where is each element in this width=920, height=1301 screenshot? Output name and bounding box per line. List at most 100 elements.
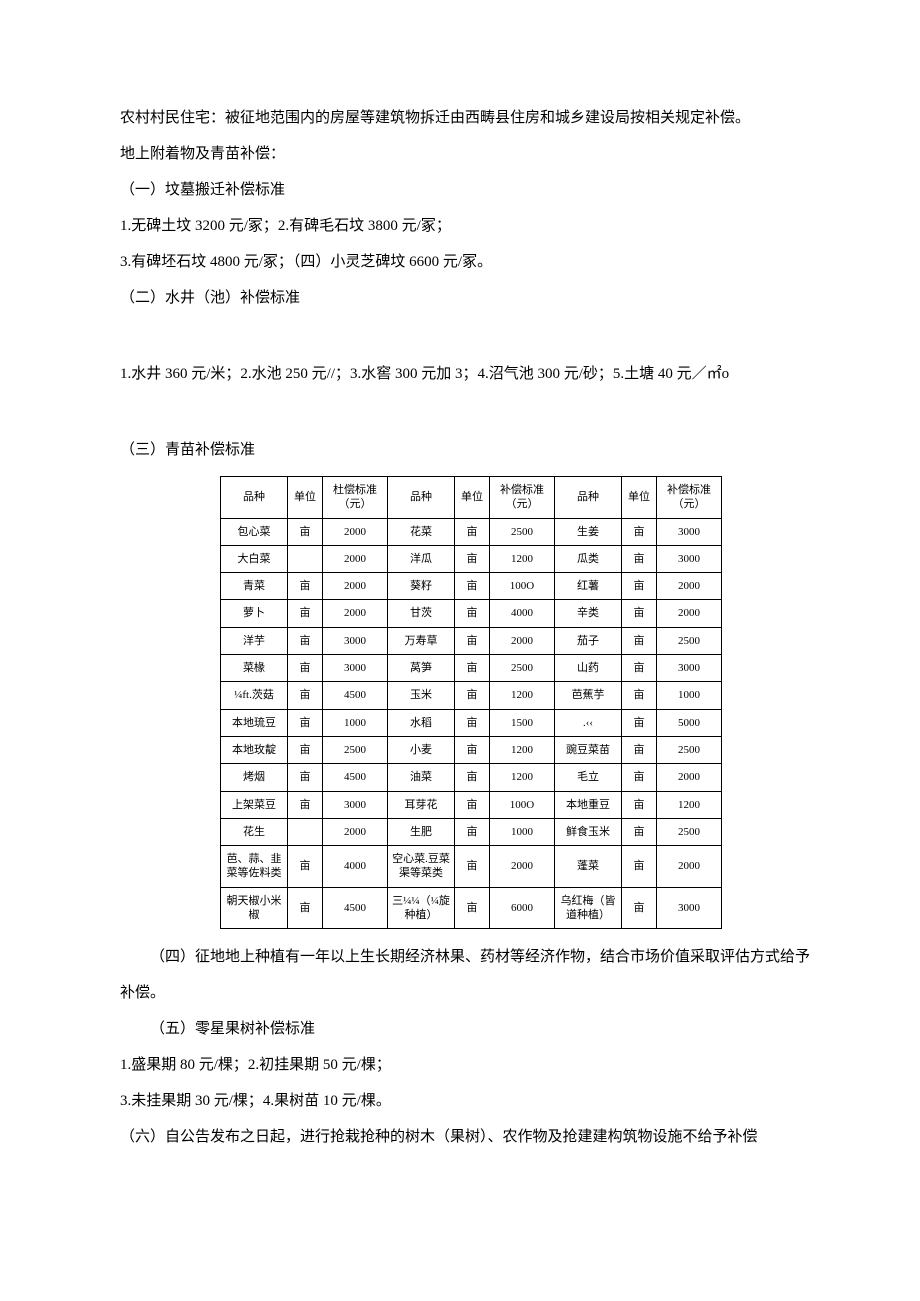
table-cell: 亩 [455, 573, 490, 600]
table-cell: 朝天椒小米椒 [221, 887, 288, 929]
table-cell: 2000 [323, 600, 388, 627]
table-cell: 亩 [288, 736, 323, 763]
table-cell: 亩 [288, 887, 323, 929]
table-cell: 烤烟 [221, 764, 288, 791]
table-cell: 亩 [622, 764, 657, 791]
table-cell: 亩 [622, 545, 657, 572]
table-cell: 亩 [622, 627, 657, 654]
table-cell: 4500 [323, 887, 388, 929]
section-1-title: （一）坟墓搬迁补偿标准 [120, 172, 820, 208]
table-cell: 蓬菜 [555, 846, 622, 888]
table-cell: 生肥 [388, 818, 455, 845]
table-cell: 本地琉豆 [221, 709, 288, 736]
table-row: ¼ft.茨菇亩4500玉米亩1200芭蕉芋亩1000 [221, 682, 722, 709]
table-cell: 洋芋 [221, 627, 288, 654]
table-cell: 亩 [622, 600, 657, 627]
table-cell: 3000 [323, 627, 388, 654]
table-cell: 1200 [657, 791, 722, 818]
table-row: 大白菜2000洋瓜亩1200瓜类亩3000 [221, 545, 722, 572]
th-unit-2: 单位 [455, 477, 490, 519]
table-cell: 2500 [657, 627, 722, 654]
table-cell: 1200 [490, 736, 555, 763]
table-row: 萝卜亩2000甘茨亩4000辛类亩2000 [221, 600, 722, 627]
table-cell: 100O [490, 791, 555, 818]
section-1-line-2: 3.有碑坯石坟 4800 元/冢；（四）小灵芝碑坟 6600 元/冢。 [120, 244, 820, 280]
seedling-table: 品种 单位 杜偿标准（元） 品种 单位 补偿标准（元） 品种 单位 补偿标准（元… [220, 476, 722, 929]
table-cell: 亩 [455, 736, 490, 763]
th-name-2: 品种 [388, 477, 455, 519]
table-cell: 1000 [657, 682, 722, 709]
section-2-line-1: 1.水井 360 元/米；2.水池 250 元//；3.水窖 300 元加 3；… [120, 356, 820, 392]
table-cell: 1200 [490, 682, 555, 709]
table-cell: 大白菜 [221, 545, 288, 572]
table-cell: 2000 [323, 573, 388, 600]
th-unit-3: 单位 [622, 477, 657, 519]
table-cell: 洋瓜 [388, 545, 455, 572]
table-cell: 亩 [622, 818, 657, 845]
section-3-title: （三）青苗补偿标准 [120, 432, 820, 468]
table-cell: 2000 [323, 545, 388, 572]
table-cell: 100O [490, 573, 555, 600]
table-row: 烤烟亩4500油菜亩1200毛立亩2000 [221, 764, 722, 791]
table-cell: 2500 [657, 736, 722, 763]
section-5-line-1: 1.盛果期 80 元/棵；2.初挂果期 50 元/棵； [120, 1047, 820, 1083]
table-row: 花生2000生肥亩1000鲜食玉米亩2500 [221, 818, 722, 845]
table-cell: 亩 [455, 518, 490, 545]
table-cell: 1000 [490, 818, 555, 845]
table-cell: 三¼¼（¼旋种植） [388, 887, 455, 929]
paragraph-attachments: 地上附着物及青苗补偿： [120, 136, 820, 172]
table-cell: 亩 [622, 709, 657, 736]
table-cell: 鲜食玉米 [555, 818, 622, 845]
table-body: 包心菜亩2000花菜亩2500生姜亩3000大白菜2000洋瓜亩1200瓜类亩3… [221, 518, 722, 929]
table-cell: 红薯 [555, 573, 622, 600]
section-5-line-2: 3.未挂果期 30 元/棵；4.果树苗 10 元/棵。 [120, 1083, 820, 1119]
table-header-row: 品种 单位 杜偿标准（元） 品种 单位 补偿标准（元） 品种 单位 补偿标准（元… [221, 477, 722, 519]
table-cell: 亩 [455, 887, 490, 929]
section-1-line-1: 1.无碑土坟 3200 元/冢；2.有碑毛石坟 3800 元/冢； [120, 208, 820, 244]
th-std-3: 补偿标准（元） [657, 477, 722, 519]
table-cell: 3000 [657, 655, 722, 682]
table-cell: 2000 [323, 518, 388, 545]
table-cell: 3000 [657, 518, 722, 545]
table-cell: 2500 [657, 818, 722, 845]
table-cell: 6000 [490, 887, 555, 929]
section-5-title: （五）零星果树补偿标准 [120, 1011, 820, 1047]
table-cell: 毛立 [555, 764, 622, 791]
section-2-title: （二）水井（池）补偿标准 [120, 280, 820, 316]
table-cell: 4500 [323, 682, 388, 709]
table-cell: 2500 [323, 736, 388, 763]
table-cell: 2500 [490, 518, 555, 545]
table-cell: 花菜 [388, 518, 455, 545]
table-cell: 亩 [455, 846, 490, 888]
table-cell: 2000 [657, 846, 722, 888]
th-name-1: 品种 [221, 477, 288, 519]
table-cell: 1000 [323, 709, 388, 736]
table-cell: 本地玫靛 [221, 736, 288, 763]
table-cell: 亩 [622, 887, 657, 929]
table-cell: 亩 [288, 709, 323, 736]
paragraph-residence: 农村村民住宅：被征地范围内的房屋等建筑物拆迁由西畴县住房和城乡建设局按相关规定补… [120, 100, 820, 136]
table-cell: 乌红梅（皆道种植） [555, 887, 622, 929]
table-cell: 亩 [455, 600, 490, 627]
table-cell: 莴笋 [388, 655, 455, 682]
th-std-1: 杜偿标准（元） [323, 477, 388, 519]
table-cell: 包心菜 [221, 518, 288, 545]
table-cell: 上架菜豆 [221, 791, 288, 818]
table-cell: 空心菜.豆菜渠等菜类 [388, 846, 455, 888]
table-cell: 3000 [657, 545, 722, 572]
table-cell: 3000 [657, 887, 722, 929]
table-cell: 2000 [657, 600, 722, 627]
table-cell: 亩 [622, 655, 657, 682]
table-cell: 生姜 [555, 518, 622, 545]
table-cell: 1500 [490, 709, 555, 736]
table-cell: 亩 [622, 736, 657, 763]
table-cell: 亩 [455, 709, 490, 736]
table-cell: 青菜 [221, 573, 288, 600]
table-cell: 亩 [288, 518, 323, 545]
table-row: 洋芋亩3000万寿草亩2000茄子亩2500 [221, 627, 722, 654]
table-cell: 亩 [622, 682, 657, 709]
table-row: 包心菜亩2000花菜亩2500生姜亩3000 [221, 518, 722, 545]
table-row: 芭、蒜、韭菜等佐料类亩4000空心菜.豆菜渠等菜类亩2000蓬菜亩2000 [221, 846, 722, 888]
table-cell: 3000 [323, 791, 388, 818]
table-cell: 4000 [490, 600, 555, 627]
